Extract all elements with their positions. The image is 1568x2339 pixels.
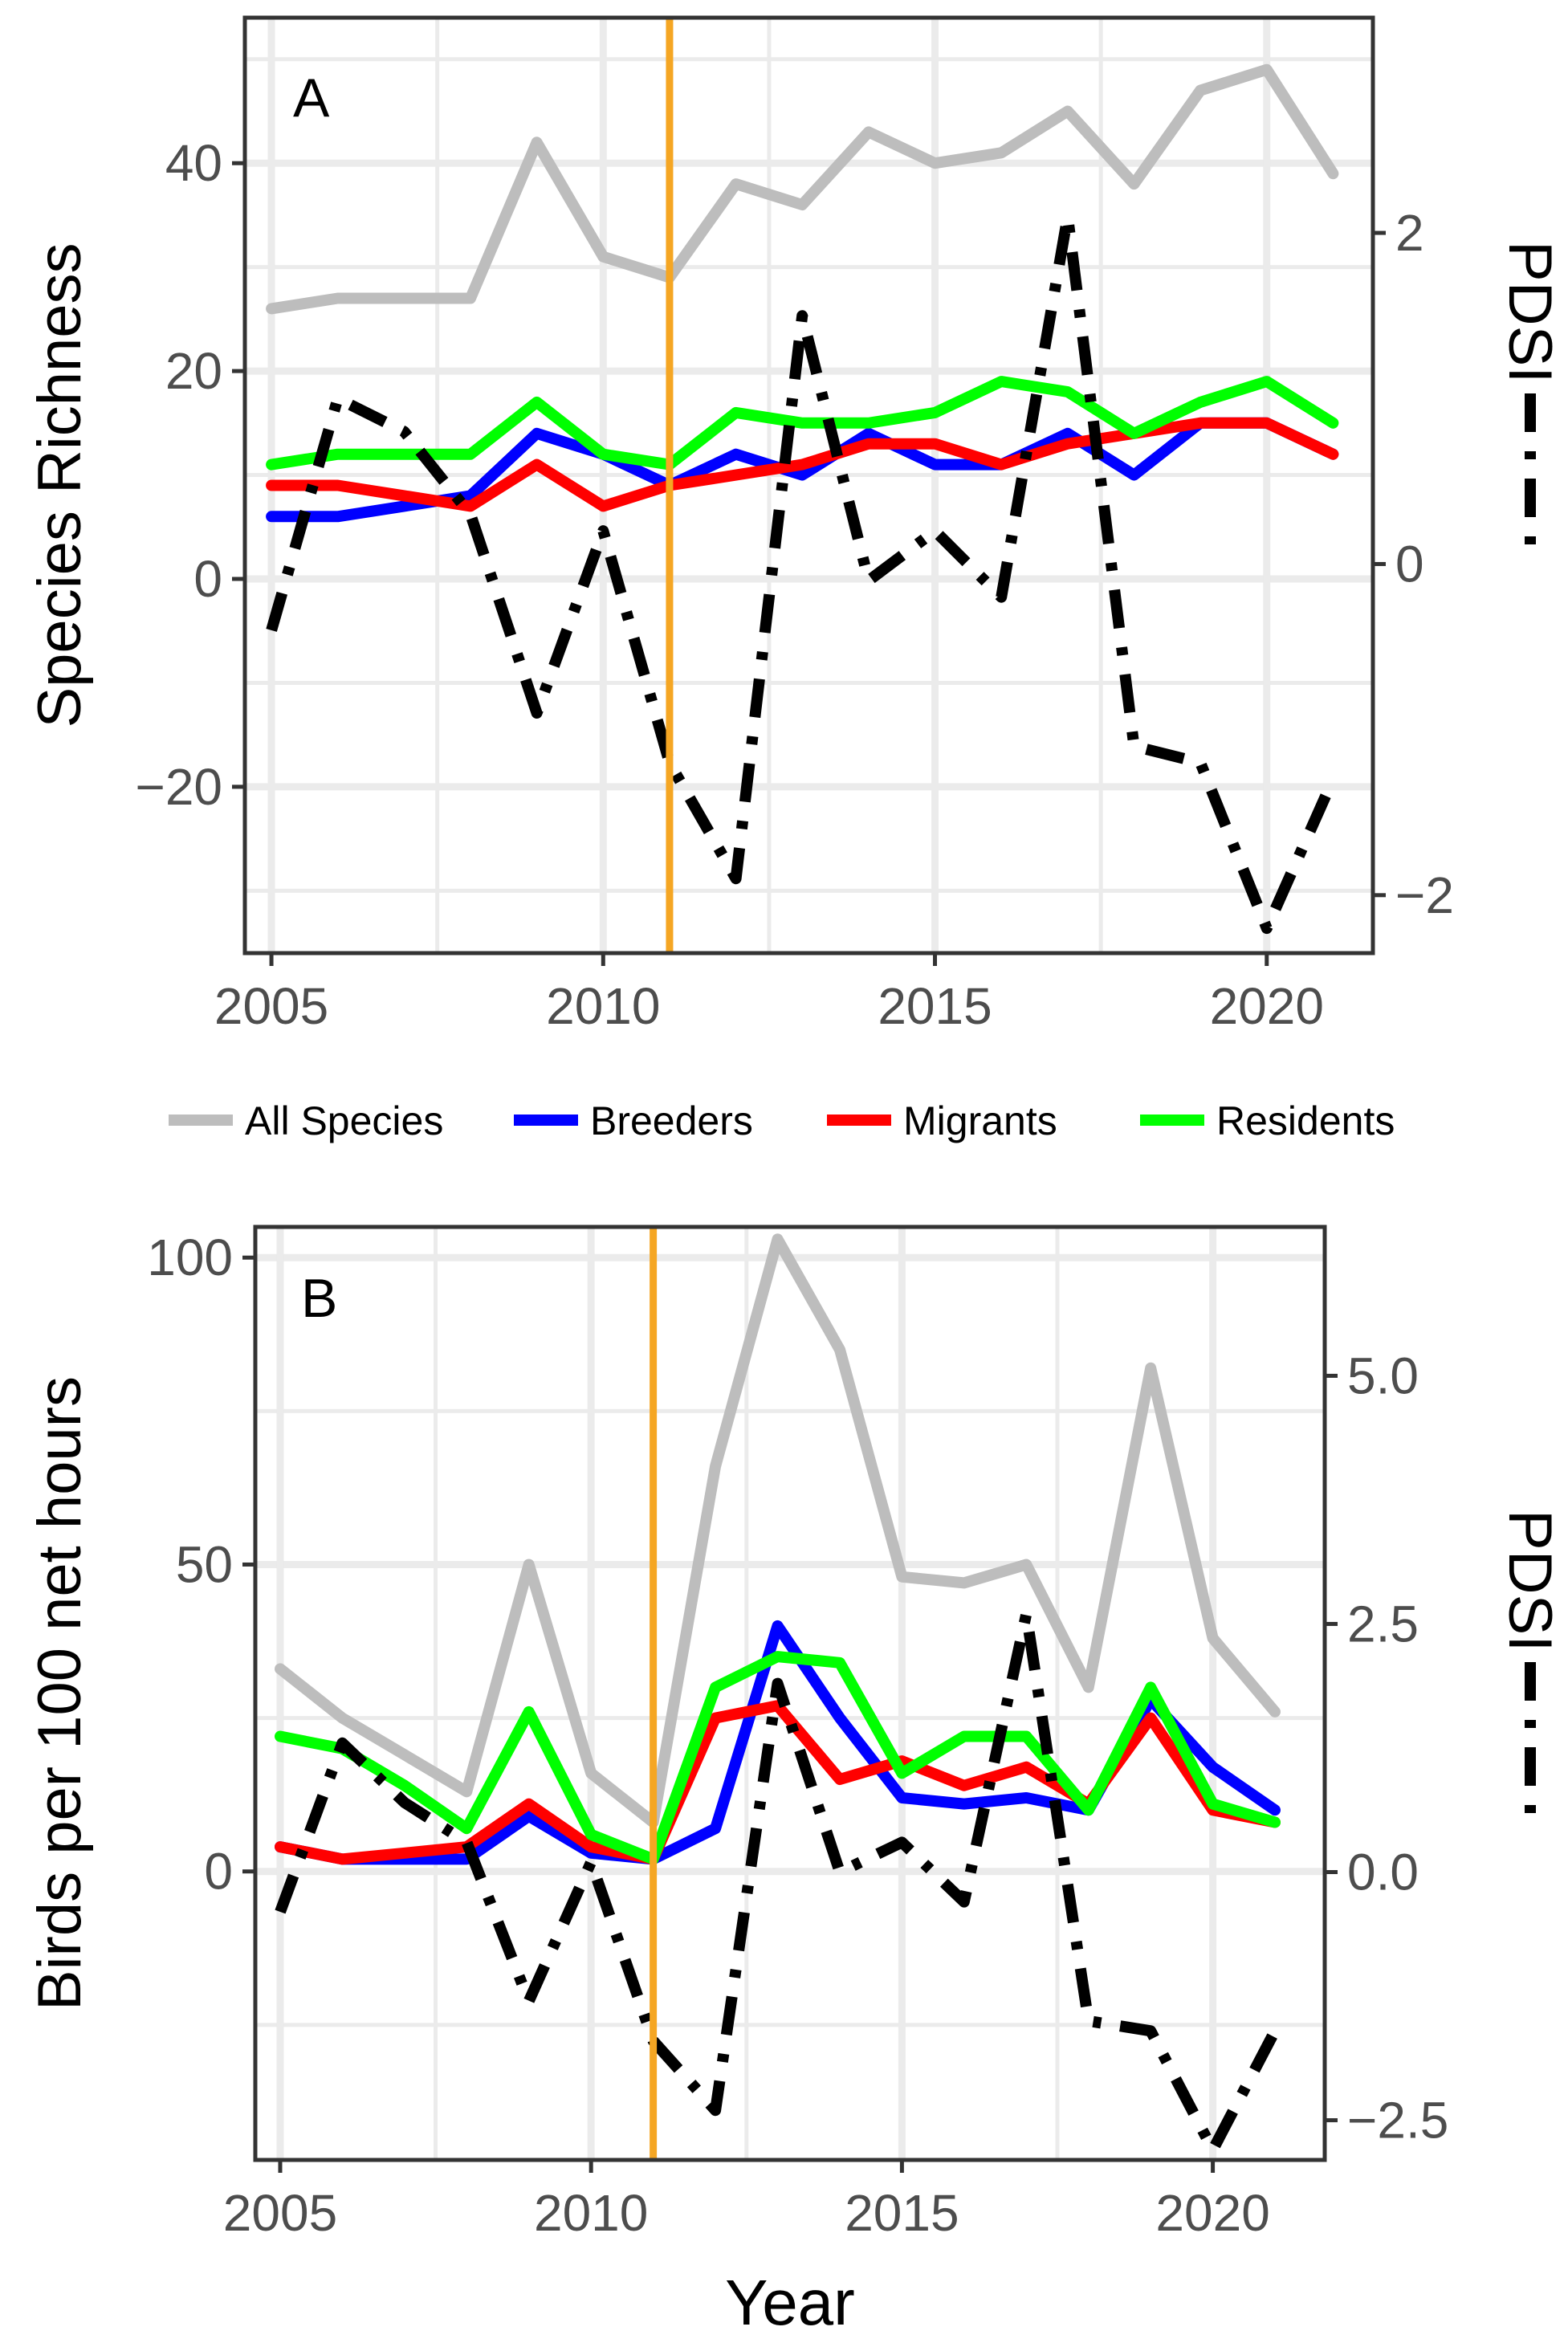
series-line-residents — [275, 1651, 1281, 1865]
x-tick-label: 2020 — [1210, 977, 1324, 1035]
y-tick-label: 40 — [165, 134, 222, 192]
y-tick-label: 50 — [176, 1535, 233, 1593]
plot-frame — [253, 1225, 1327, 2162]
y-axis-title: Birds per 100 net hours — [26, 1376, 94, 2011]
y-right-axis-title: PDSI — [1496, 241, 1564, 554]
x-tick-label: 2005 — [223, 2184, 337, 2242]
legend-label-breeders: Breeders — [590, 1098, 753, 1143]
y-right-tick-label: −2.5 — [1347, 2092, 1448, 2150]
panel-b: B 2005 2010 2015 2020 0 50 100 −2.5 0.0 2.5 5.0 Bird… — [26, 1225, 1564, 2338]
y-right-axis-title: PDSI — [1496, 1510, 1564, 1823]
y-tick-label: 100 — [147, 1229, 233, 1286]
legend-label-residents: Residents — [1216, 1098, 1395, 1143]
y-tick-label: 0 — [193, 550, 222, 608]
x-tick-label: 2015 — [845, 2184, 959, 2242]
legend-item-residents: Residents — [1140, 1098, 1395, 1143]
plot-frame — [242, 15, 1375, 956]
legend-item-migrants: Migrants — [827, 1098, 1057, 1143]
series-line-all-species — [266, 63, 1339, 315]
y-tick-label: 0 — [204, 1843, 233, 1901]
legend: All Species Breeders Migrants Residents — [169, 1098, 1395, 1143]
y-right-tick-label: 2 — [1395, 204, 1424, 262]
x-tick-label: 2020 — [1155, 2184, 1269, 2242]
series-line-migrants — [266, 417, 1339, 512]
y-right-tick-label: −2 — [1395, 866, 1454, 924]
legend-item-all-species: All Species — [169, 1098, 443, 1143]
x-tick-label: 2010 — [534, 2184, 648, 2242]
y-right-tick-label: 0 — [1395, 535, 1424, 593]
y-right-tick-label: 5.0 — [1347, 1347, 1419, 1404]
x-tick-label: 2015 — [878, 977, 992, 1035]
y-right-axis-title-text: PDSI — [1496, 1510, 1564, 1652]
y-right-tick-label: 2.5 — [1347, 1595, 1419, 1652]
y-right-tick-label: 0.0 — [1347, 1844, 1419, 1901]
pdsi-line — [266, 210, 1338, 935]
y-tick-label: 20 — [165, 342, 222, 400]
panel-letter: B — [301, 1268, 337, 1329]
x-tick-label: 2010 — [546, 977, 660, 1035]
y-right-axis-title-text: PDSI — [1496, 241, 1564, 383]
y-tick-label: −20 — [135, 758, 222, 816]
legend-label-migrants: Migrants — [903, 1098, 1057, 1143]
legend-item-breeders: Breeders — [514, 1098, 753, 1143]
panel-letter: A — [293, 67, 330, 128]
y-axis-title: Species Richness — [26, 242, 94, 727]
series-line-all-species — [275, 1233, 1281, 1828]
series-line-residents — [266, 376, 1339, 471]
x-axis-title: Year — [725, 2267, 855, 2338]
x-tick-label: 2005 — [214, 977, 328, 1035]
pdsi-line — [275, 1608, 1281, 2156]
legend-label-all-species: All Species — [245, 1098, 443, 1143]
